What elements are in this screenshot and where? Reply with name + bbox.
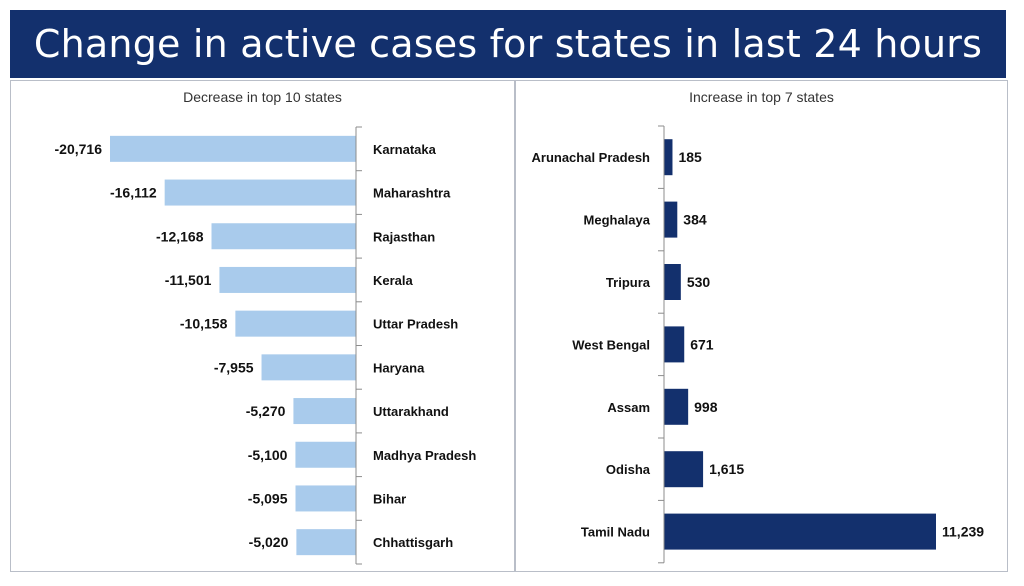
decrease-category-label: Uttar Pradesh — [373, 317, 458, 332]
increase-bar — [664, 139, 673, 176]
decrease-chart: -20,716 Karnataka -16,112 Maharashtra -12,16… — [55, 126, 476, 565]
decrease-bar — [295, 485, 356, 512]
increase-bar — [664, 513, 936, 550]
increase-category-label: Assam — [607, 400, 650, 415]
decrease-bar — [219, 266, 356, 293]
decrease-value-label: -7,955 — [214, 359, 254, 375]
decrease-category-label: Haryana — [373, 360, 425, 375]
decrease-bar — [261, 354, 356, 381]
decrease-category-label: Karnataka — [373, 142, 437, 157]
increase-value-label: 998 — [694, 399, 718, 415]
decrease-bar — [110, 135, 356, 162]
increase-value-label: 384 — [683, 212, 707, 228]
title-banner: Change in active cases for states in las… — [10, 10, 1006, 78]
increase-value-label: 530 — [687, 274, 711, 290]
increase-bar — [664, 201, 678, 238]
decrease-bar — [164, 179, 356, 206]
decrease-value-label: -20,716 — [55, 141, 103, 157]
increase-chart-title: Increase in top 7 states — [689, 89, 834, 105]
decrease-bar — [235, 310, 356, 337]
increase-chart-panel: Increase in top 7 states 185 Arunachal Pr… — [515, 80, 1008, 572]
decrease-chart-title: Decrease in top 10 states — [183, 89, 342, 105]
increase-category-label: Meghalaya — [584, 213, 651, 228]
increase-category-label: Arunachal Pradesh — [532, 150, 651, 165]
decrease-bar — [293, 398, 356, 425]
decrease-category-label: Chhattisgarh — [373, 535, 453, 550]
decrease-bar — [295, 441, 356, 468]
decrease-value-label: -11,501 — [165, 272, 212, 288]
decrease-category-label: Madhya Pradesh — [373, 448, 476, 463]
decrease-category-label: Uttarakhand — [373, 404, 449, 419]
increase-value-label: 185 — [678, 149, 702, 165]
decrease-value-label: -10,158 — [180, 316, 228, 332]
decrease-bar — [296, 529, 356, 556]
decrease-value-label: -5,270 — [246, 403, 286, 419]
increase-category-label: Tripura — [606, 275, 651, 290]
increase-value-label: 11,239 — [942, 524, 984, 540]
increase-bar — [664, 451, 704, 488]
decrease-category-label: Rajasthan — [373, 229, 435, 244]
increase-bar — [664, 264, 681, 300]
decrease-chart-panel: Decrease in top 10 states -20,716 Karnata… — [10, 80, 515, 572]
decrease-category-label: Maharashtra — [373, 186, 451, 201]
increase-value-label: 671 — [690, 336, 714, 352]
increase-bar — [664, 326, 685, 363]
decrease-category-label: Kerala — [373, 273, 414, 288]
decrease-category-label: Bihar — [373, 491, 406, 506]
decrease-value-label: -16,112 — [110, 185, 157, 201]
decrease-value-label: -12,168 — [156, 228, 204, 244]
decrease-bar — [211, 223, 356, 250]
decrease-value-label: -5,095 — [248, 490, 288, 506]
increase-category-label: West Bengal — [572, 337, 650, 352]
decrease-value-label: -5,020 — [249, 534, 289, 550]
increase-bar — [664, 388, 689, 425]
increase-chart: 185 Arunachal Pradesh 384 Meghalaya 530 Tripu… — [532, 125, 984, 564]
increase-value-label: 1,615 — [709, 461, 744, 477]
increase-category-label: Tamil Nadu — [581, 525, 650, 540]
page-title: Change in active cases for states in las… — [33, 22, 983, 66]
decrease-value-label: -5,100 — [248, 447, 288, 463]
increase-category-label: Odisha — [606, 462, 651, 477]
